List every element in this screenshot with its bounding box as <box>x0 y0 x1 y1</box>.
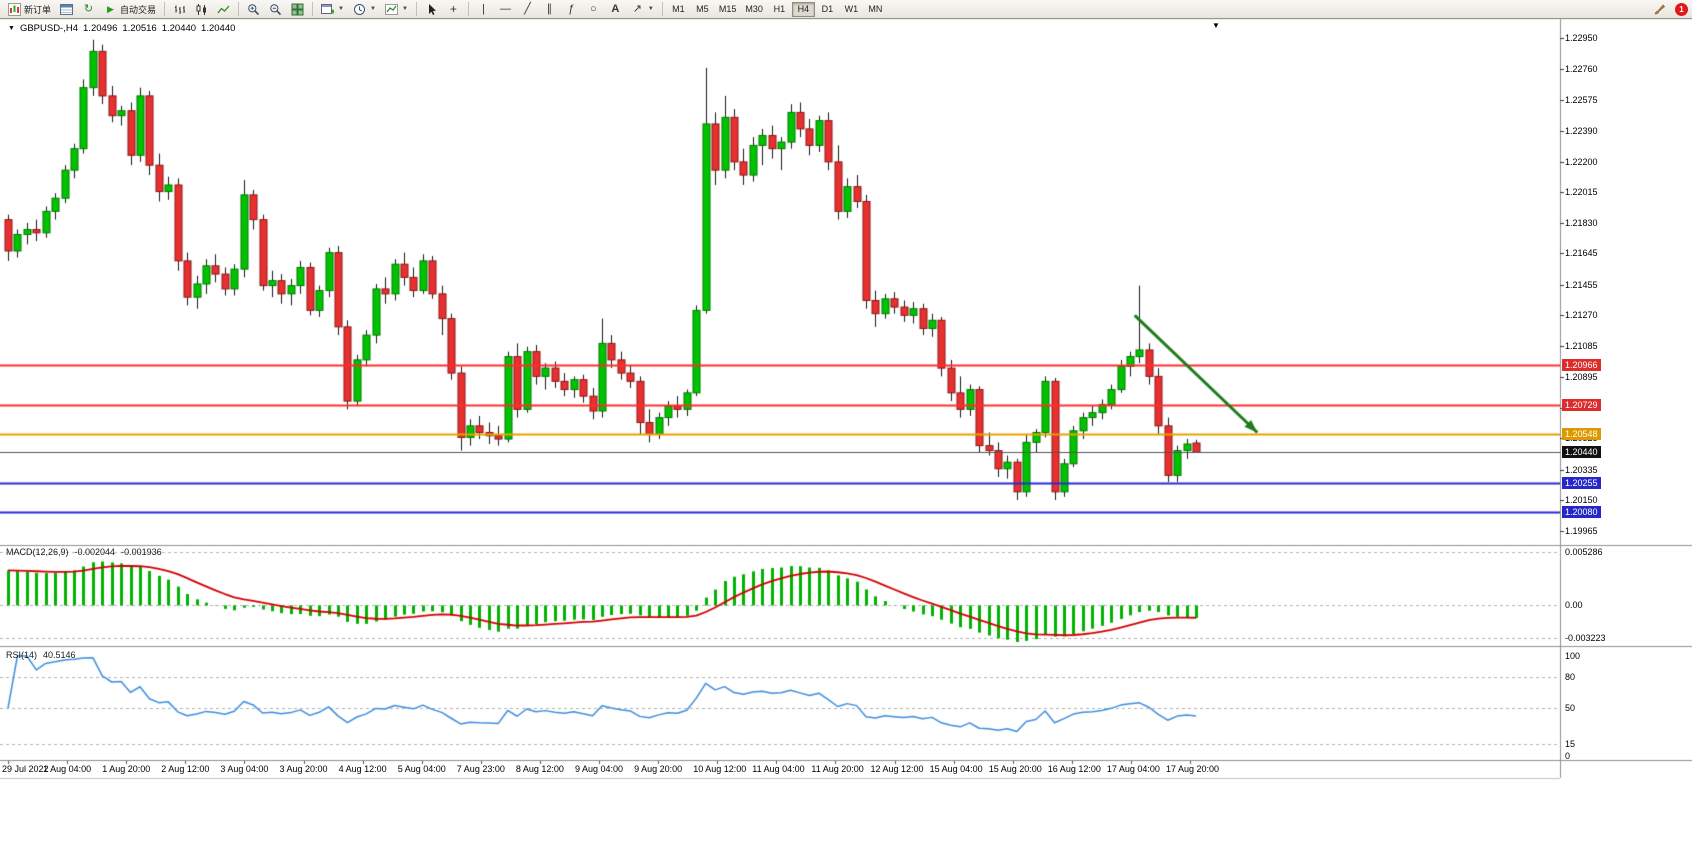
market-watch-icon <box>60 3 74 15</box>
zoom-out-button[interactable] <box>265 1 286 18</box>
timeframe-w1-button[interactable]: W1 <box>840 2 863 17</box>
toolbar-separator <box>312 2 314 16</box>
vertical-line-tool[interactable]: | <box>473 1 494 18</box>
indicators-button[interactable]: ▼ <box>381 1 412 18</box>
toolbar-right-group: 1 <box>1649 1 1688 18</box>
styles-button[interactable] <box>1649 1 1670 18</box>
new-order-icon <box>8 2 21 16</box>
navigator-button[interactable]: ↻ <box>78 1 99 18</box>
autotrade-label: 自动交易 <box>120 4 157 15</box>
crosshair-icon: + <box>449 1 457 16</box>
autotrade-play-icon: ▶ <box>107 3 114 14</box>
trendline-tool[interactable]: ╱ <box>517 1 538 18</box>
chart-candles-button[interactable] <box>191 1 212 18</box>
arrow-icon: ↗ <box>632 2 642 15</box>
timeframe-h1-button[interactable]: H1 <box>768 2 791 17</box>
zoom-in-button[interactable] <box>243 1 264 18</box>
vertical-line-icon: | <box>481 2 485 15</box>
horizontal-line-icon: — <box>499 2 511 15</box>
cursor-arrow-icon <box>428 3 436 15</box>
channel-icon: ∥ <box>546 2 553 15</box>
indicators-icon <box>384 3 398 15</box>
line-chart-icon <box>217 5 230 13</box>
fibonacci-tool[interactable]: ƒ <box>561 1 582 18</box>
tile-windows-icon <box>291 3 304 15</box>
new-chart-button[interactable]: ▼ <box>317 1 348 18</box>
timeframe-group: M1 M5 M15 M30 H1 H4 D1 W1 MN <box>667 1 887 17</box>
new-chart-icon <box>321 3 335 14</box>
text-icon: A <box>611 2 620 15</box>
new-order-label: 新订单 <box>24 4 52 15</box>
toolbar-separator <box>467 2 469 16</box>
main-toolbar: 新订单 ↻ ▶ 自动交易 <box>0 0 1692 19</box>
timeframe-d1-button[interactable]: D1 <box>816 2 839 17</box>
chart-line-button[interactable] <box>213 1 234 18</box>
toolbar-separator <box>415 2 417 16</box>
timeframe-m1-button[interactable]: M1 <box>667 2 690 17</box>
market-watch-button[interactable] <box>56 1 77 18</box>
toolbar-separator <box>164 2 166 16</box>
fibonacci-icon: ƒ <box>568 2 575 15</box>
chevron-down-icon: ▼ <box>369 6 376 12</box>
chart-shift-marker-icon[interactable]: ▼ <box>1212 21 1220 30</box>
new-order-button[interactable]: 新订单 <box>4 1 55 18</box>
trendline-icon: ╱ <box>524 2 531 15</box>
chevron-down-icon: ▼ <box>338 6 344 12</box>
timeframe-mn-button[interactable]: MN <box>864 2 887 17</box>
candlestick-icon <box>196 3 207 15</box>
refresh-icon: ↻ <box>83 2 94 15</box>
tile-windows-button[interactable] <box>287 1 308 18</box>
cursor-button[interactable] <box>421 1 442 18</box>
autotrade-button[interactable]: ▶ 自动交易 <box>100 1 160 18</box>
channel-tool[interactable]: ∥ <box>539 1 560 18</box>
toolbar-separator <box>238 2 240 16</box>
one-click-collapse-icon[interactable]: ▼ <box>8 25 15 32</box>
timeframe-h4-button[interactable]: H4 <box>791 1 815 17</box>
timeframe-m15-button[interactable]: M15 <box>715 2 741 17</box>
chart-bars-button[interactable] <box>169 1 190 18</box>
toolbar-separator <box>661 2 663 16</box>
paintbrush-icon <box>1654 4 1666 14</box>
timeframe-m30-button[interactable]: M30 <box>741 2 767 17</box>
crosshair-button[interactable]: + <box>443 1 464 18</box>
arrows-tool[interactable]: ↗ ▼ <box>627 1 658 18</box>
zoom-in-icon <box>248 3 260 15</box>
periods-button[interactable]: ▼ <box>349 1 380 18</box>
notification-badge[interactable]: 1 <box>1675 2 1688 16</box>
zoom-out-icon <box>270 3 282 15</box>
bar-chart-icon <box>175 5 186 14</box>
horizontal-line-tool[interactable]: — <box>495 1 516 18</box>
chevron-down-icon: ▼ <box>401 6 408 12</box>
ellipse-icon: ○ <box>590 2 597 15</box>
chevron-down-icon: ▼ <box>647 6 654 12</box>
text-tool[interactable]: A <box>605 1 626 18</box>
timeframe-m5-button[interactable]: M5 <box>691 2 714 17</box>
clock-icon <box>353 3 365 15</box>
shapes-tool[interactable]: ○ <box>583 1 604 18</box>
